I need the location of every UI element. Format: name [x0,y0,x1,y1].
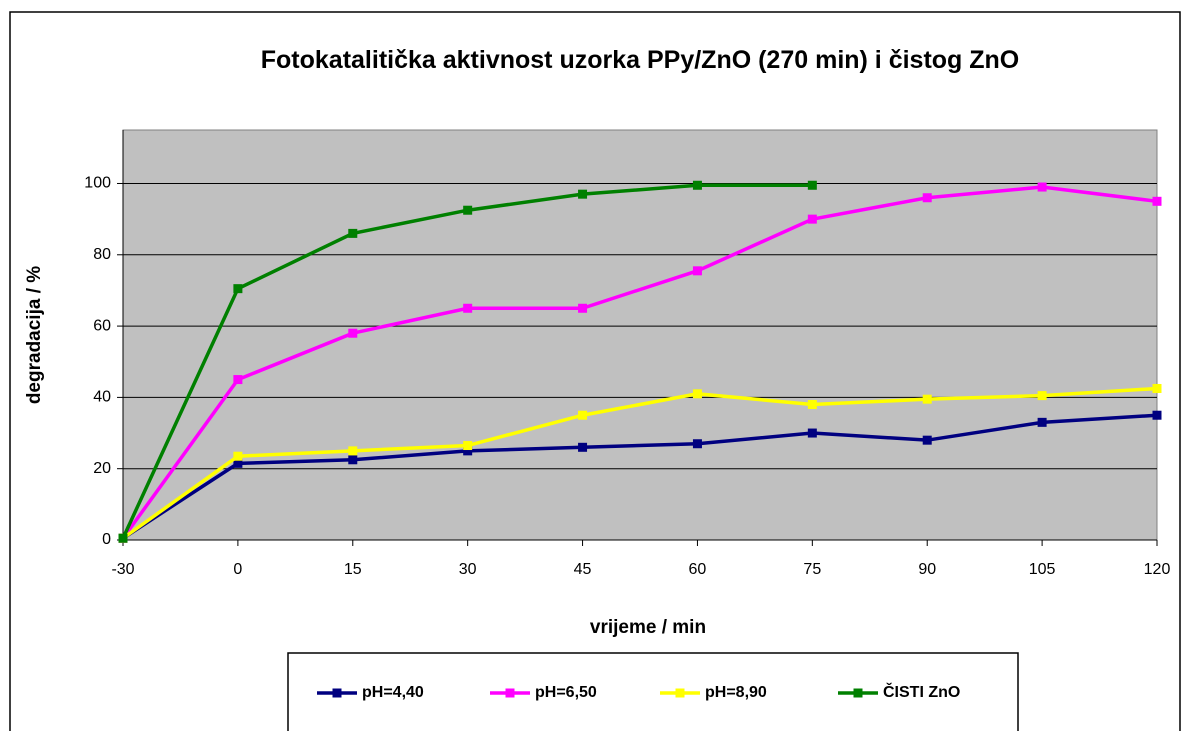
data-point [348,455,358,465]
data-point [233,451,243,461]
series-line [122,413,1158,540]
x-tick-label: 60 [689,561,707,578]
x-tick-label: 15 [344,561,362,578]
x-tick-label: 105 [1029,561,1056,578]
x-tick-label: -30 [111,561,134,578]
x-tick-label: 75 [803,561,821,578]
data-point [578,303,588,313]
data-point [1037,391,1047,401]
x-tick-label: 45 [574,561,592,578]
y-axis-label: degradacija / % [24,266,45,404]
data-point [1152,410,1162,420]
data-point [1152,196,1162,206]
plot-area [122,129,1158,541]
legend-box [287,652,1019,731]
legend-label: pH=4,40 [362,684,424,701]
y-tick-label: 60 [93,317,111,334]
data-point [118,533,128,543]
data-point [692,180,702,190]
data-point [807,400,817,410]
series-line [121,386,1158,540]
legend-marker [505,688,515,698]
data-point [578,442,588,452]
y-tick-label: 40 [93,389,111,406]
data-point [463,303,473,313]
data-point [692,266,702,276]
x-tick-label: 30 [459,561,477,578]
x-axis-label: vrijeme / min [590,617,706,638]
y-tick-label: 80 [93,246,111,263]
y-tick-label: 20 [93,460,111,477]
data-point [348,228,358,238]
data-point [692,439,702,449]
data-point [233,284,243,294]
x-tick-label: 90 [918,561,936,578]
data-point [807,180,817,190]
data-point [348,446,358,456]
series-line [121,185,1158,540]
data-point [233,458,243,468]
legend-marker [675,688,685,698]
legend-label: ČISTI ZnO [883,682,960,701]
data-point [922,193,932,203]
data-point [692,389,702,399]
data-point [348,328,358,338]
data-point [807,214,817,224]
data-point [1037,182,1047,192]
data-point [922,394,932,404]
y-tick-label: 0 [102,531,111,548]
data-point [922,435,932,445]
x-tick-label: 120 [1144,561,1171,578]
data-point [578,410,588,420]
legend-label: pH=6,50 [535,684,597,701]
legend-marker [853,688,863,698]
data-point [807,428,817,438]
legend-marker [332,688,342,698]
data-point [1037,417,1047,427]
x-tick-label: 0 [233,561,242,578]
data-point [233,375,243,385]
data-point [578,189,588,199]
data-point [463,441,473,451]
legend-label: pH=8,90 [705,684,767,701]
data-point [1152,383,1162,393]
chart-title: Fotokatalitička aktivnost uzorka PPy/ZnO… [260,46,1020,74]
y-tick-label: 100 [84,175,111,192]
data-point [463,446,473,456]
data-point [463,205,473,215]
